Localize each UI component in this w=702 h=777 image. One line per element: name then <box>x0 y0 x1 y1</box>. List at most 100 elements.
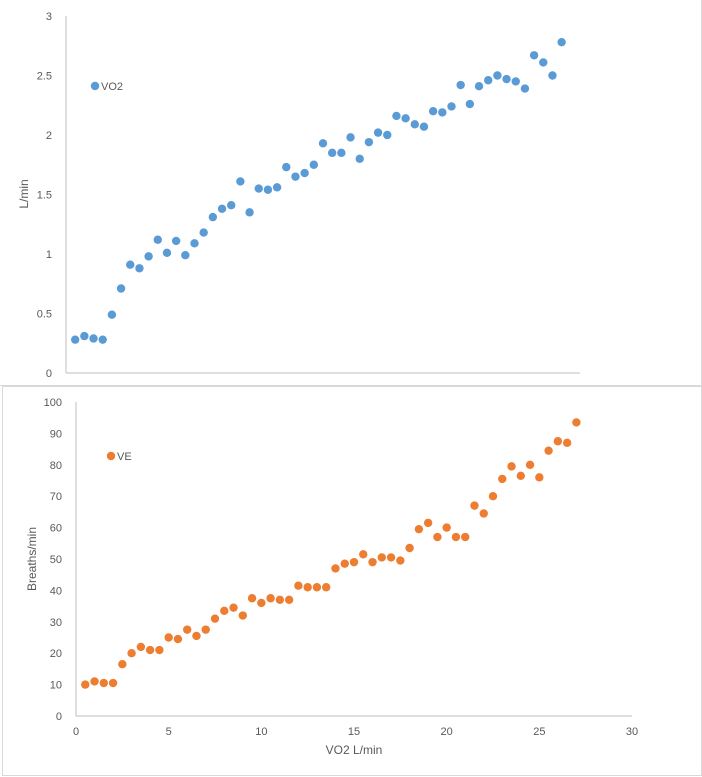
vo2-chart-panel: 0 0.5 1 1.5 2 2.5 3 L/min VO2 <box>0 0 702 386</box>
legend-label: VE <box>117 451 132 463</box>
ve-chart-panel: 0 10 20 30 40 50 60 70 80 90 100 0 5 10 15 20 25 30 Breath… <box>2 386 702 776</box>
data-point <box>208 212 218 222</box>
data-point <box>498 474 507 484</box>
y-tick-label: 2 <box>46 130 52 142</box>
y-tick-label: 90 <box>50 428 62 440</box>
data-point <box>162 248 172 258</box>
data-point <box>386 553 396 562</box>
data-point <box>155 645 164 655</box>
data-point <box>529 51 539 60</box>
data-point <box>70 335 80 344</box>
data-point <box>442 523 451 532</box>
legend-marker <box>106 451 116 461</box>
x-tick-label: 20 <box>441 726 453 738</box>
data-point <box>479 509 488 518</box>
data-point <box>562 438 572 448</box>
data-point <box>144 252 153 261</box>
data-point <box>405 543 414 553</box>
data-point <box>236 177 245 186</box>
data-point <box>107 310 117 319</box>
data-point <box>553 437 563 446</box>
data-point <box>493 71 502 80</box>
data-point <box>220 606 229 616</box>
data-point <box>126 260 135 269</box>
data-point <box>548 71 557 80</box>
vo2-chart: 0 0.5 1 1.5 2 2.5 3 L/min VO2 <box>17 11 580 380</box>
x-tick-label: 5 <box>166 726 172 738</box>
data-point <box>190 239 199 248</box>
data-point <box>210 614 220 623</box>
data-point <box>284 595 294 605</box>
data-point <box>507 462 516 471</box>
data-point <box>254 184 263 193</box>
data-point <box>535 473 544 482</box>
data-point <box>266 594 275 603</box>
data-point <box>291 172 300 181</box>
ve-chart: 0 10 20 30 40 50 60 70 80 90 100 0 5 10 15 20 25 30 Breath… <box>25 397 638 757</box>
data-point <box>331 564 340 573</box>
x-axis-label: VO2 L/min <box>326 743 383 757</box>
data-point <box>257 598 266 608</box>
data-point <box>318 139 328 148</box>
data-point <box>275 595 285 605</box>
data-point <box>127 649 136 658</box>
data-point <box>217 204 227 213</box>
data-point <box>401 114 410 123</box>
data-point <box>136 642 146 652</box>
data-point <box>502 74 511 84</box>
data-point <box>247 594 257 603</box>
y-tick-label: 60 <box>50 523 62 535</box>
data-point <box>303 583 312 592</box>
data-point <box>544 446 553 455</box>
x-tick-label: 10 <box>255 726 267 738</box>
y-tick-label: 100 <box>44 397 62 409</box>
y-tick-label: 1 <box>46 249 52 261</box>
data-point <box>520 84 530 93</box>
data-point <box>539 58 548 67</box>
data-point <box>346 133 355 142</box>
data-point <box>173 634 183 644</box>
data-point <box>199 228 208 237</box>
legend-marker <box>90 81 100 91</box>
y-tick-label: 50 <box>50 554 62 566</box>
y-tick-label: 20 <box>50 648 62 660</box>
data-point <box>164 633 173 642</box>
y-tick-label: 40 <box>50 585 62 597</box>
data-point <box>116 284 126 293</box>
data-point <box>322 583 331 592</box>
y-tick-label: 70 <box>50 491 62 503</box>
data-point <box>461 532 470 542</box>
data-point <box>98 335 107 344</box>
data-point <box>368 557 377 567</box>
data-point <box>470 501 479 510</box>
data-point <box>145 645 155 655</box>
x-tick-label: 0 <box>73 726 79 738</box>
data-point <box>327 148 337 158</box>
data-point <box>300 168 309 178</box>
data-point <box>465 99 475 109</box>
data-point <box>192 631 201 641</box>
data-point <box>89 334 98 343</box>
data-point <box>272 183 282 192</box>
y-tick-label: 1.5 <box>37 190 52 202</box>
data-point <box>135 264 144 273</box>
data-point <box>423 518 433 528</box>
data-point <box>355 154 364 163</box>
y-tick-label: 0 <box>46 368 52 380</box>
data-point <box>359 550 368 559</box>
data-point <box>183 625 192 634</box>
data-point <box>511 77 520 86</box>
y-tick-label: 80 <box>50 460 62 472</box>
data-point <box>373 128 383 137</box>
data-point <box>364 137 374 147</box>
data-point <box>227 201 236 210</box>
data-point <box>377 553 386 562</box>
y-tick-label: 3 <box>46 11 52 23</box>
y-tick-label: 30 <box>50 617 62 629</box>
x-tick-label: 30 <box>626 726 638 738</box>
data-point <box>414 524 424 534</box>
legend-label: VO2 <box>101 81 123 93</box>
data-point <box>392 111 401 121</box>
data-point <box>488 492 498 501</box>
data-point <box>456 80 465 90</box>
